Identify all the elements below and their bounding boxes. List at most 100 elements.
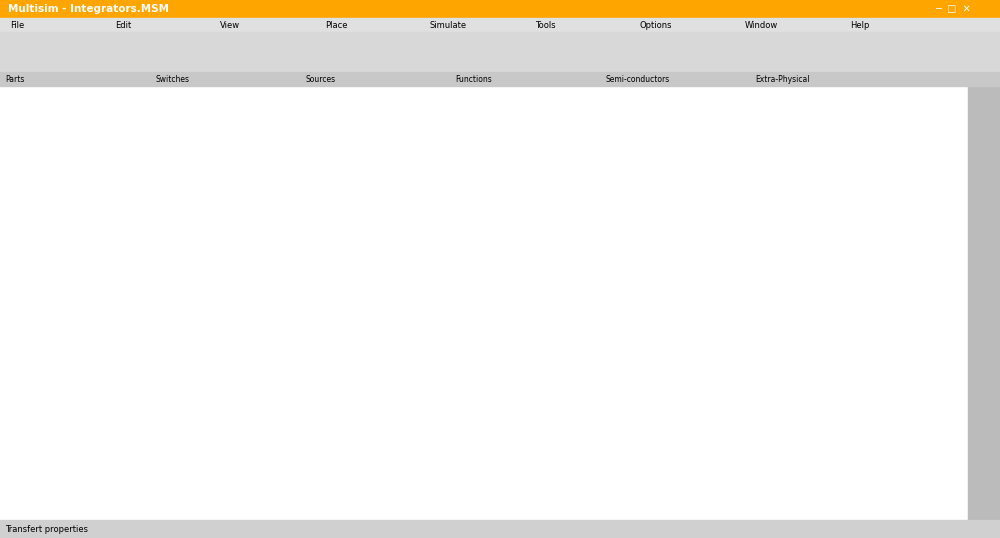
- Bar: [860, 467, 893, 482]
- Text: R1 80k: R1 80k: [223, 103, 249, 112]
- Text: OP2 LM334: OP2 LM334: [462, 300, 505, 309]
- Text: Switches: Switches: [155, 74, 189, 83]
- Text: File: File: [10, 20, 24, 30]
- Bar: [897, 388, 931, 403]
- Text: - - Sawtooth Triwave 100: - - Sawtooth Triwave 100: [660, 329, 729, 334]
- Text: B channel: B channel: [860, 436, 886, 441]
- Text: Multisim - Integrators.MSM: Multisim - Integrators.MSM: [8, 4, 169, 14]
- Text: >: >: [744, 491, 748, 497]
- Text: Options: Options: [640, 20, 672, 30]
- Text: Window: Window: [745, 20, 778, 30]
- Text: Tools: Tools: [535, 20, 556, 30]
- Text: <: <: [690, 491, 694, 497]
- Text: Trigger: Trigger: [860, 330, 878, 336]
- Text: OP3 LM334: OP3 LM334: [709, 300, 752, 309]
- Text: - - WaveShape(t) 20: - - WaveShape(t) 20: [747, 329, 803, 334]
- Text: -12V: -12V: [738, 287, 755, 296]
- Bar: [653, 488, 676, 500]
- Text: +: +: [466, 235, 473, 244]
- Bar: [860, 388, 893, 403]
- Text: OP1 LM334: OP1 LM334: [210, 300, 253, 309]
- Text: ─── Channel_A: ─── Channel_A: [610, 329, 650, 335]
- Text: Parts: Parts: [5, 74, 24, 83]
- Text: +12V: +12V: [491, 206, 512, 215]
- Text: Triangle Output: Triangle Output: [561, 311, 570, 381]
- Text: Square Output: Square Output: [329, 315, 338, 381]
- Text: Cursor: Cursor: [610, 482, 631, 486]
- Text: R4 9Bk: R4 9Bk: [348, 230, 376, 239]
- Text: Functions: Functions: [455, 74, 492, 83]
- Polygon shape: [208, 223, 271, 279]
- Text: +: +: [214, 235, 221, 244]
- Text: Attenuate: Attenuate: [897, 409, 924, 414]
- Text: +12V: +12V: [738, 206, 759, 215]
- Text: -12V: -12V: [239, 287, 257, 296]
- Text: +12V: +12V: [239, 206, 260, 215]
- Text: Place: Place: [325, 20, 348, 30]
- Text: ─  □  ✕: ─ □ ✕: [935, 4, 971, 14]
- Text: R5 75k: R5 75k: [600, 230, 627, 239]
- Bar: [897, 336, 931, 350]
- Bar: [600, 309, 939, 325]
- Text: Extra-Physical: Extra-Physical: [755, 74, 810, 83]
- Bar: [708, 488, 730, 500]
- Text: +: +: [712, 235, 720, 244]
- Text: Transfert properties: Transfert properties: [5, 525, 88, 534]
- Bar: [860, 415, 893, 429]
- Text: −: −: [466, 257, 474, 267]
- Text: www.electronics.org.cn: www.electronics.org.cn: [658, 506, 772, 516]
- Bar: [607, 328, 851, 335]
- Bar: [607, 328, 851, 471]
- Text: R3 2k: R3 2k: [174, 335, 196, 344]
- Text: −: −: [825, 491, 829, 497]
- Text: C2 3Bc: C2 3Bc: [474, 157, 501, 166]
- Text: Indicator: Indicator: [897, 462, 921, 467]
- Bar: [860, 441, 893, 455]
- Text: PaseFilter: PaseFilter: [897, 357, 923, 362]
- Text: R11 P2k: R11 P2k: [716, 305, 747, 314]
- Bar: [789, 488, 811, 500]
- Text: Oscilloscope - XSC1: Oscilloscope - XSC1: [608, 313, 683, 321]
- Bar: [897, 415, 931, 429]
- Bar: [860, 336, 893, 350]
- Text: StepsBox: StepsBox: [897, 436, 922, 441]
- Text: R8 100k: R8 100k: [469, 103, 501, 112]
- Bar: [681, 488, 703, 500]
- Text: C1 800n: C1 800n: [133, 216, 164, 225]
- Text: Sine Output: Sine Output: [808, 238, 867, 249]
- FancyBboxPatch shape: [600, 309, 939, 505]
- Text: V2 12: V2 12: [70, 235, 94, 244]
- Bar: [816, 488, 838, 500]
- Bar: [897, 467, 931, 482]
- Text: Semi-conductors: Semi-conductors: [605, 74, 669, 83]
- Text: Edit: Edit: [115, 20, 131, 30]
- Text: Bandwidth: Bandwidth: [897, 330, 926, 336]
- Text: Timebase: Timebase: [860, 409, 885, 414]
- Text: Total call: Total call: [860, 383, 883, 388]
- Text: Fn: Fn: [897, 383, 904, 388]
- Text: Play: Play: [714, 491, 724, 497]
- Polygon shape: [707, 223, 770, 279]
- Text: R10 270k: R10 270k: [716, 103, 753, 112]
- Bar: [897, 362, 931, 377]
- Text: R2 100k: R2 100k: [179, 307, 211, 315]
- Text: +12V: +12V: [44, 136, 69, 144]
- Text: +: +: [798, 491, 802, 497]
- Bar: [897, 441, 931, 455]
- Text: Help: Help: [850, 20, 869, 30]
- Text: Simulate: Simulate: [430, 20, 467, 30]
- Text: −: −: [214, 257, 222, 267]
- Text: View: View: [220, 20, 240, 30]
- Text: ─ □ ✕: ─ □ ✕: [895, 314, 917, 320]
- Text: V1 12: V1 12: [70, 166, 94, 175]
- Text: R7 1Pk: R7 1Pk: [469, 305, 496, 314]
- Text: |<: |<: [662, 491, 667, 497]
- Text: -12V: -12V: [44, 205, 64, 214]
- Polygon shape: [460, 223, 523, 279]
- Text: Sampling: Sampling: [860, 462, 885, 467]
- Bar: [607, 471, 851, 502]
- Bar: [860, 362, 893, 377]
- Bar: [735, 488, 757, 500]
- Bar: [857, 329, 934, 500]
- Bar: [762, 488, 784, 500]
